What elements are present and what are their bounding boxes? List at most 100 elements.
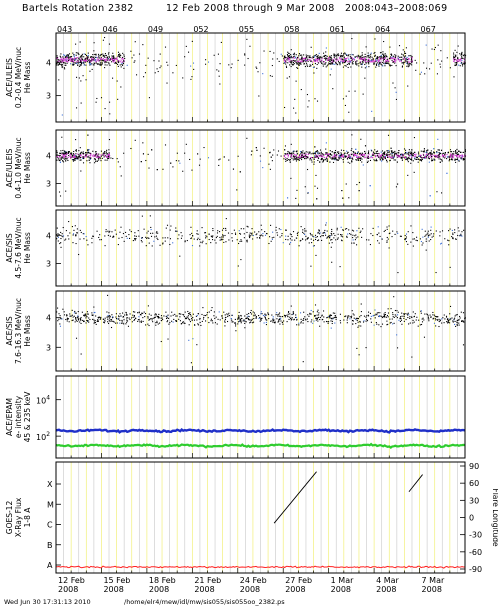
data-point [361,66,363,68]
data-point [321,154,323,156]
data-point [319,155,321,157]
data-point [56,57,58,59]
data-point [69,313,71,315]
data-point [378,242,380,244]
data-point [203,314,205,316]
data-point [352,153,354,155]
data-point [429,195,431,197]
data-point [380,156,382,158]
data-point [439,155,441,157]
data-point [147,230,149,232]
data-point [461,51,463,53]
data-point [156,169,158,171]
data-point [438,320,440,323]
data-point [245,317,247,320]
data-point [252,322,254,324]
data-point [112,59,114,61]
data-point [178,313,180,315]
data-point [295,112,297,114]
data-point [378,156,380,158]
data-point [402,156,404,158]
data-point [405,47,407,49]
data-point [387,316,389,318]
data-point [322,161,324,163]
data-point [108,58,110,60]
data-point [360,325,362,327]
data-point [73,155,75,157]
data-point [453,54,455,56]
data-point [258,95,260,97]
data-point [406,157,408,159]
data-point [457,153,459,155]
data-point [131,321,133,323]
data-point [316,63,318,66]
data-point [441,160,443,162]
data-point [325,47,327,49]
data-point [409,322,411,324]
data-point [440,158,442,160]
data-point [287,235,289,237]
data-point [259,237,261,239]
data-point [367,160,369,162]
data-point [97,159,100,161]
data-point [386,226,388,228]
data-point [337,60,340,62]
data-point [423,148,426,150]
data-point [297,60,299,62]
data-point [459,234,461,236]
data-point [307,314,309,316]
data-point [211,235,213,238]
data-point [454,323,456,325]
data-point [85,155,87,157]
data-point [442,152,445,154]
data-point [298,63,300,65]
data-point [113,59,115,61]
data-point [438,154,440,156]
data-point [106,159,108,161]
data-point [310,234,312,236]
data-point [387,238,389,240]
data-point [422,153,424,155]
data-point [187,310,189,313]
data-point [296,63,298,65]
data-point [463,63,465,65]
data-point [361,63,363,65]
data-point [84,53,86,55]
data-point [338,57,340,59]
data-point [178,318,180,320]
data-point [447,239,449,241]
data-point [403,156,405,158]
data-point [92,154,94,156]
data-point [343,56,345,58]
data-point [103,56,105,58]
data-point [162,168,164,170]
data-point [73,156,76,158]
data-point [385,54,387,56]
data-point [456,153,458,155]
data-point [287,313,289,315]
data-point [267,312,269,314]
data-point [71,152,73,154]
data-point [395,152,397,154]
data-point [278,313,280,315]
data-point [164,46,167,48]
data-point [330,327,332,329]
data-point [289,238,291,240]
data-point [64,56,66,58]
data-point [191,235,194,237]
data-point [261,317,263,319]
data-point [76,62,78,65]
data-point [224,325,226,327]
data-point [134,41,136,43]
data-point [296,56,299,59]
data-point [148,97,151,99]
data-point [67,152,69,154]
data-point [289,152,291,154]
data-point [122,232,125,235]
data-point [106,153,108,155]
data-point [372,227,374,229]
data-point [80,154,82,156]
data-point [427,153,429,155]
data-point [273,52,275,54]
data-point [360,138,362,140]
